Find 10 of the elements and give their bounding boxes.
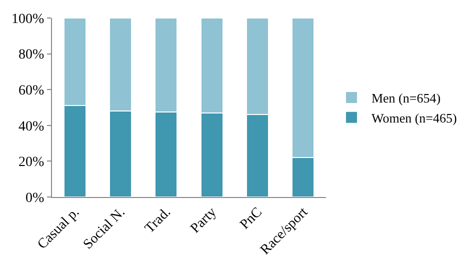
y-tick-label: 80%	[18, 48, 45, 63]
legend-label: Men (n=654)	[371, 90, 441, 106]
y-tick-label: 40%	[18, 119, 45, 134]
y-tick-label: 100%	[12, 12, 45, 27]
y-tick-label: 60%	[18, 84, 45, 98]
x-tick-label: PnC	[238, 204, 266, 233]
x-tick-label: Trad.	[142, 204, 174, 236]
y-tick-label: 20%	[18, 155, 45, 170]
legend-label: Women (n=465)	[371, 110, 457, 126]
y-tick-label: 0%	[26, 190, 45, 206]
